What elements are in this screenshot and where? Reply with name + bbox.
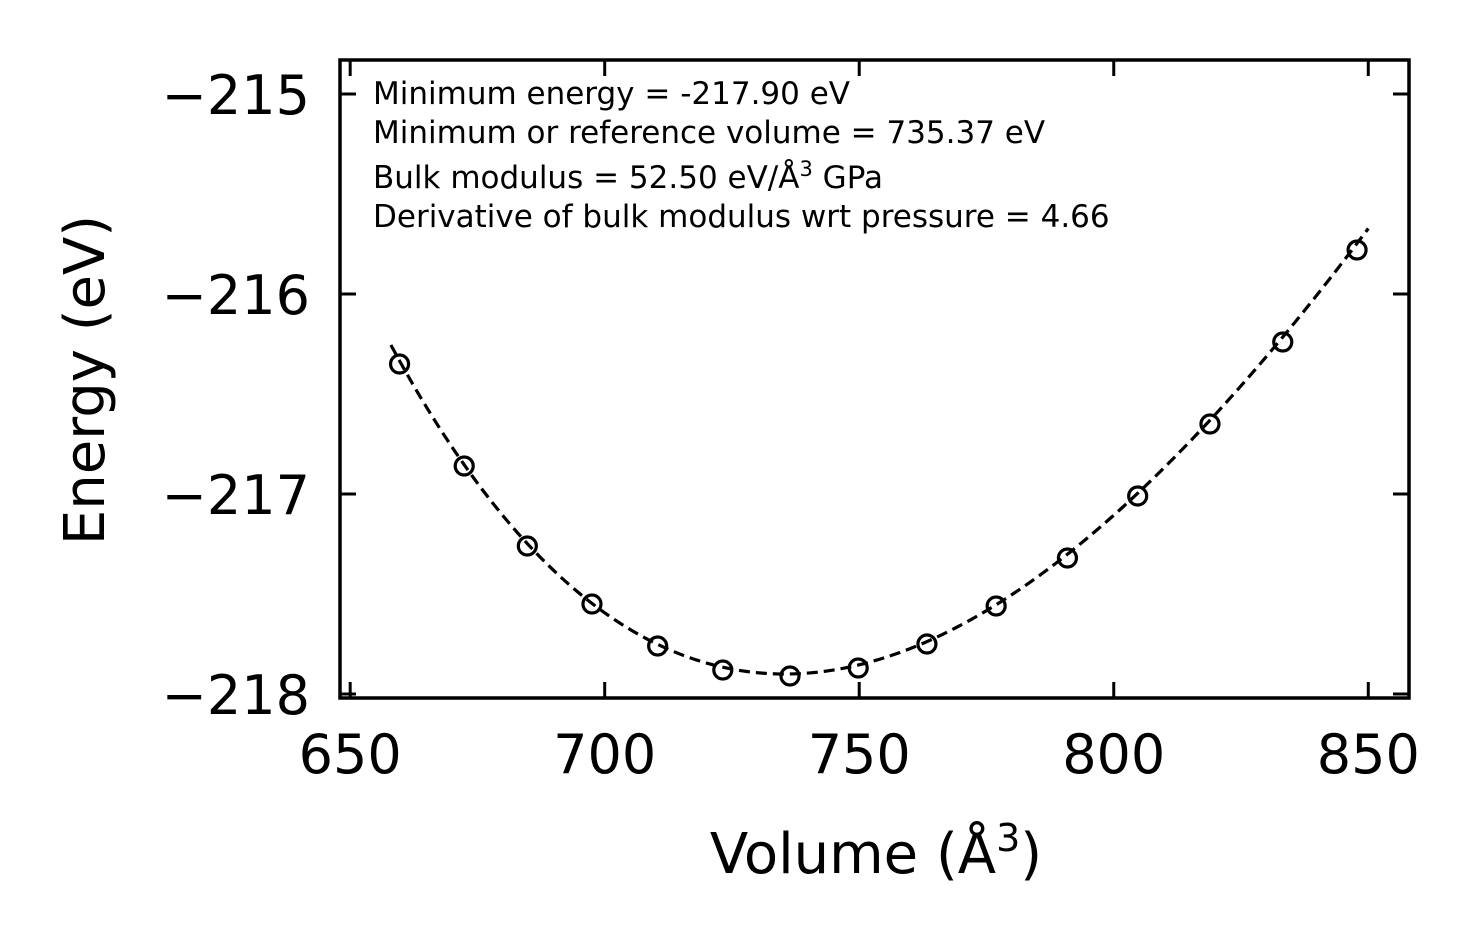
data-point <box>1272 331 1294 353</box>
data-point <box>779 665 801 687</box>
data-point <box>1346 239 1368 261</box>
data-point <box>1127 485 1149 507</box>
annotation-bulk-modulus-text: Bulk modulus = 52.50 eV/Å <box>373 160 799 196</box>
annotation-bulk-modulus-unit: GPa <box>813 160 883 196</box>
data-point <box>1199 413 1221 435</box>
x-axis-label-close: ) <box>1020 822 1042 887</box>
data-points-layer <box>388 239 1368 687</box>
data-point <box>985 595 1007 617</box>
plot-frame <box>338 58 1411 700</box>
data-point <box>388 353 411 375</box>
y-tick-label: −215 <box>162 64 310 127</box>
data-point <box>581 593 603 615</box>
data-point <box>847 657 869 679</box>
data-point <box>516 535 538 557</box>
y-tick-label: −218 <box>162 664 310 727</box>
fit-curve-layer <box>389 227 1370 676</box>
data-point <box>453 455 475 477</box>
x-tick-label: 750 <box>808 723 911 786</box>
annotation-bulk-modulus: Bulk modulus = 52.50 eV/Å3 GPa <box>373 157 883 196</box>
data-point <box>916 633 938 655</box>
data-point <box>1056 547 1079 569</box>
x-tick-label: 650 <box>299 723 402 786</box>
y-tick-label: −217 <box>162 464 310 527</box>
x-tick-label: 700 <box>553 723 656 786</box>
annotation-box: Minimum energy = -217.90 eV Minimum or r… <box>373 76 1110 235</box>
x-axis-label-text: Volume (Å <box>710 821 996 887</box>
ticks-layer: 650 700 750 800 850 −218 −217 −216 −215 <box>162 60 1420 786</box>
x-tick-label: 800 <box>1062 723 1165 786</box>
y-axis-label: Energy (eV) <box>53 215 118 545</box>
x-axis-label-superscript: 3 <box>996 816 1020 860</box>
annotation-bulk-modulus-superscript: 3 <box>799 157 812 181</box>
data-point <box>712 659 734 681</box>
data-point <box>647 635 669 657</box>
annotation-bulk-modulus-derivative: Derivative of bulk modulus wrt pressure … <box>373 199 1110 235</box>
annotation-min-energy: Minimum energy = -217.90 eV <box>373 76 850 112</box>
x-tick-label: 850 <box>1317 723 1420 786</box>
x-axis-label: Volume (Å3) <box>710 816 1042 887</box>
annotation-min-volume: Minimum or reference volume = 735.37 eV <box>373 115 1045 151</box>
y-tick-label: −216 <box>162 264 310 327</box>
fit-curve <box>389 227 1370 676</box>
